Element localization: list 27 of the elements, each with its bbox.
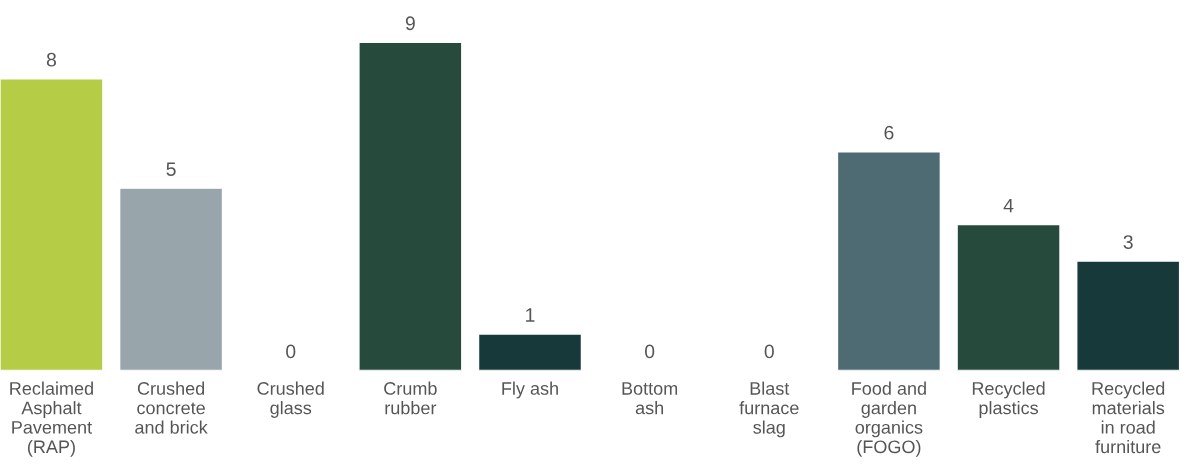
bar	[836, 151, 942, 371]
data-label: 0	[286, 344, 296, 359]
x-tick-label: Fly ash	[502, 381, 558, 399]
data-label: 3	[1123, 235, 1133, 249]
bar	[956, 223, 1061, 371]
x-tick-label: Bottom ash	[622, 382, 678, 415]
data-label: 9	[405, 16, 415, 31]
x-tick-label: Blast furnace slag	[739, 381, 799, 438]
bar	[0, 78, 104, 371]
bar	[477, 333, 583, 371]
data-label: 1	[526, 308, 535, 322]
bar	[358, 41, 463, 371]
x-tick-label: Crushed glass	[257, 381, 324, 418]
x-tick-label: Recycled materials in road furniture	[1092, 381, 1165, 454]
x-tick-label: Crushed concrete and brick	[135, 381, 208, 434]
x-tick-label: Food and garden organics (FOGO)	[852, 381, 926, 457]
data-label: 6	[884, 125, 894, 140]
data-label: 5	[166, 162, 176, 176]
data-label: 4	[1003, 198, 1014, 213]
x-tick-label: Recycled plastics	[972, 381, 1045, 418]
bar	[118, 187, 224, 371]
bar	[1076, 260, 1181, 371]
data-label: 0	[644, 344, 655, 359]
data-label: 0	[764, 344, 774, 359]
x-tick-label: Crumb rubber	[384, 381, 437, 415]
x-tick-label: Reclaimed Asphalt Pavement (RAP)	[10, 381, 93, 457]
data-label: 8	[46, 52, 57, 67]
